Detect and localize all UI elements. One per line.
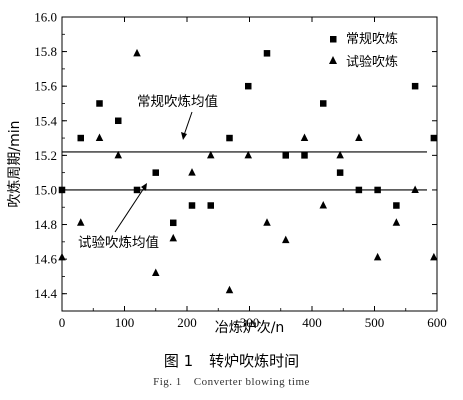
data-point-conventional [152, 169, 159, 176]
x-tick-label: 0 [59, 315, 66, 330]
data-point-trial [282, 235, 290, 244]
arrowhead-conventional [181, 132, 187, 140]
data-point-conventional [245, 82, 252, 90]
x-tick-label: 300 [240, 315, 260, 330]
figure-number-cn: 图 1 [163, 352, 194, 370]
data-point-conventional [282, 152, 289, 159]
data-point-conventional [393, 202, 400, 209]
annotation-arrow-trial [114, 184, 147, 233]
data-point-trial [336, 150, 344, 159]
figure-number-en: Fig. 1 [153, 376, 182, 388]
data-point-conventional [77, 134, 84, 142]
scatter-chart: 14.4 14.6 14.8 15.0 15.2 15.4 15.6 15.8 16.0 0 100… [7, 10, 447, 337]
figure-title-en: Converter blowing time [193, 376, 310, 388]
legend-triangle-marker [329, 56, 337, 64]
legend-square-marker [330, 36, 337, 43]
data-point-trial [207, 150, 215, 159]
annotation-trial-mean: 试验吹炼均值 [78, 235, 159, 251]
data-point-trial [263, 218, 271, 226]
data-point-conventional [320, 100, 327, 107]
data-point-conventional [336, 169, 344, 176]
data-point-conventional [58, 186, 66, 194]
arrowhead-trial [141, 183, 147, 191]
data-point-conventional [170, 219, 177, 227]
y-tick-label: 15.6 [34, 79, 57, 94]
y-tick-label: 14.8 [34, 217, 57, 232]
y-tick-label: 16.0 [34, 10, 57, 25]
x-tick-label: 500 [365, 315, 385, 330]
data-point-conventional [430, 134, 438, 142]
y-tick-label: 15.2 [34, 148, 57, 163]
data-point-trial [152, 268, 160, 276]
annotation-conventional-mean: 常规吹炼均值 [137, 94, 218, 110]
data-point-conventional [355, 186, 363, 194]
data-point-conventional [411, 82, 419, 90]
data-point-conventional [263, 50, 271, 57]
y-tick-label: 15.4 [34, 113, 57, 128]
figure-caption-cn: 图 1 转炉吹炼时间 [0, 350, 463, 371]
figure-caption-en: Fig. 1 Converter blowing time [0, 376, 463, 388]
data-point-trial [225, 285, 234, 294]
x-axis-title: 冶炼炉次/n [215, 320, 285, 336]
data-point-trial [300, 133, 309, 142]
y-tick-label: 14.4 [34, 286, 57, 301]
legend-label-conventional: 常规吹炼 [346, 32, 398, 47]
data-point-trial [77, 218, 85, 226]
x-tick-label: 400 [302, 315, 322, 330]
data-point-trial [114, 150, 122, 159]
data-point-trial [188, 168, 196, 176]
data-point-conventional [96, 100, 103, 107]
legend-label-trial: 试验吹炼 [346, 54, 398, 70]
data-point-conventional [115, 117, 122, 125]
y-tick-label: 15.0 [34, 182, 57, 197]
x-tick-label: 200 [177, 315, 197, 330]
x-tick-label: 600 [427, 315, 447, 330]
data-point-trial [95, 133, 104, 142]
data-point-trial [355, 133, 363, 142]
data-point-trial [392, 218, 401, 226]
data-point-trial [430, 252, 438, 261]
data-point-trial [169, 233, 177, 242]
data-point-trial [319, 201, 327, 209]
y-tick-label: 14.6 [34, 252, 57, 267]
data-point-trial [411, 185, 419, 193]
data-point-trial [373, 252, 382, 261]
data-point-trial [244, 150, 252, 159]
data-point-conventional [207, 202, 214, 209]
y-axis-title: 吹炼周期/min [7, 120, 23, 207]
figure-title-cn: 转炉吹炼时间 [209, 352, 300, 370]
data-point-trial [133, 48, 141, 57]
data-point-conventional [133, 186, 141, 194]
data-point-trial [58, 252, 66, 261]
x-tick-label: 100 [115, 315, 135, 330]
data-point-conventional [301, 152, 308, 159]
y-tick-label: 15.8 [34, 44, 57, 59]
data-point-conventional [226, 134, 233, 142]
data-point-conventional [188, 202, 196, 209]
data-point-conventional [374, 186, 381, 194]
